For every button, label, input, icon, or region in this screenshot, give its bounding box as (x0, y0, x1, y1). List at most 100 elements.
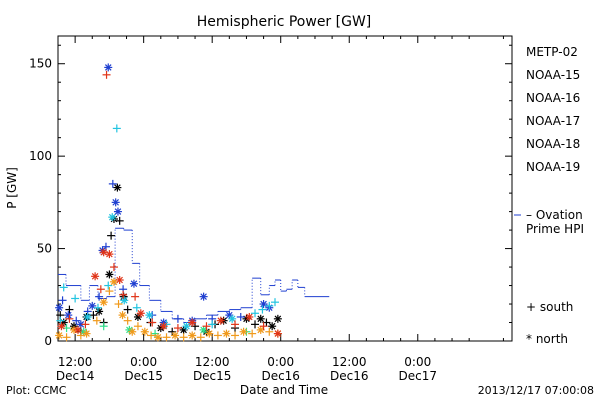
noaa-16-point (56, 316, 65, 325)
metp-02-point (89, 311, 98, 320)
metp-02-point (268, 322, 277, 331)
noaa-19-point (96, 285, 105, 294)
ovation-prime-hpi-line (58, 227, 330, 324)
legend-ovation-label-2: Prime HPI (526, 222, 584, 236)
noaa-16-point (83, 312, 92, 321)
noaa-16-point (208, 320, 217, 329)
noaa-19-point (148, 318, 157, 327)
noaa-19-point (119, 290, 128, 299)
noaa-19-point (136, 309, 145, 318)
noaa-15-point (259, 300, 268, 309)
noaa-18-point (133, 322, 142, 331)
noaa-15-point (58, 296, 67, 305)
metp-02-point (256, 314, 265, 323)
noaa-19-point (245, 312, 254, 321)
x-axis-ticks: 12:00Dec140:00Dec1512:00Dec150:00Dec1612… (56, 36, 504, 383)
noaa-15-point (108, 179, 117, 188)
noaa-16-point (228, 314, 237, 323)
noaa-15-point (236, 312, 245, 321)
noaa-18-point (239, 327, 248, 336)
metp-02-point (107, 231, 116, 240)
noaa-16-point (112, 124, 121, 133)
noaa-18-point (171, 331, 180, 340)
legend-entry: NOAA-19 (526, 160, 580, 174)
noaa-19-point (65, 314, 74, 323)
x-tick-day-label: Dec16 (261, 369, 300, 383)
noaa-19-point (202, 322, 211, 331)
x-tick-day-label: Dec16 (330, 369, 369, 383)
noaa-19-point (73, 325, 82, 334)
noaa-16-point (71, 294, 80, 303)
metp-02-point (65, 305, 74, 314)
x-tick-day-label: Dec15 (124, 369, 163, 383)
noaa-19-point (109, 263, 118, 272)
legend-entry: NOAA-17 (526, 114, 580, 128)
noaa-18-point (55, 331, 64, 340)
noaa-16-point (59, 283, 68, 292)
noaa-18-point (265, 327, 274, 336)
noaa-18-point (128, 327, 137, 336)
noaa-18-point (147, 331, 156, 340)
metp-02-point (105, 270, 114, 279)
legend-south-label: + south (526, 300, 573, 314)
y-tick-label: 0 (44, 334, 52, 348)
noaa-17-point (99, 322, 108, 331)
noaa-15-point (55, 303, 64, 312)
y-tick-label: 100 (29, 149, 52, 163)
noaa-19-point (231, 320, 240, 329)
metp-02-point (95, 307, 104, 316)
x-tick-time-label: 12:00 (332, 355, 367, 369)
noaa-18-point (105, 287, 114, 296)
noaa-19-point (273, 329, 282, 338)
noaa-19-point (99, 248, 108, 257)
noaa-18-point (118, 311, 127, 320)
noaa-19-point (115, 276, 124, 284)
legend-entry: METP-02 (526, 45, 578, 59)
x-tick-day-label: Dec14 (56, 369, 95, 383)
noaa-18-point (222, 329, 231, 338)
metp-02-point (123, 305, 132, 314)
noaa-16-point (104, 281, 113, 290)
noaa-18-point (62, 333, 71, 342)
noaa-18-point (123, 316, 132, 325)
noaa-16-point (132, 303, 141, 312)
x-tick-time-label: 0:00 (404, 355, 431, 369)
x-tick-time-label: 12:00 (58, 355, 93, 369)
legend-entry: NOAA-15 (526, 68, 580, 82)
noaa-16-point (93, 303, 102, 312)
noaa-16-point (251, 309, 260, 318)
noaa-19-point (259, 322, 268, 331)
metp-02-point (115, 216, 124, 225)
data-points (55, 63, 282, 342)
x-tick-day-label: Dec17 (399, 369, 438, 383)
legend: METP-02 NOAA-15 NOAA-16 NOAA-17 NOAA-18 NOAA-… (514, 45, 584, 346)
noaa-18-point (231, 331, 240, 340)
metp-02-point (113, 183, 122, 192)
chart-title: Hemispheric Power [GW] (197, 14, 372, 30)
noaa-19-point (216, 316, 225, 325)
noaa-19-point (188, 318, 197, 327)
noaa-18-point (114, 300, 123, 309)
noaa-15-point (88, 301, 97, 310)
x-tick-time-label: 0:00 (267, 355, 294, 369)
noaa-15-point (72, 316, 81, 325)
noaa-19-point (57, 322, 66, 331)
noaa-18-point (109, 277, 118, 286)
y-tick-label: 150 (29, 57, 52, 71)
noaa-16-point (182, 322, 191, 331)
noaa-19-point (159, 322, 168, 331)
noaa-18-point (248, 329, 257, 338)
y-tick-label: 50 (37, 242, 52, 256)
noaa-18-point (188, 331, 197, 340)
noaa-15-point (111, 198, 120, 207)
y-axis-ticks: 0 50 100 150 (29, 44, 512, 348)
noaa-19-point (102, 70, 111, 79)
metp-02-point (251, 320, 260, 329)
noaa-16-point (108, 213, 117, 222)
noaa-17-point (199, 325, 208, 334)
footer-source: Plot: CCMC (6, 384, 67, 397)
legend-ovation-label: – Ovation (526, 208, 583, 222)
metp-02-point (273, 314, 282, 323)
noaa-18-point (99, 298, 108, 307)
noaa-18-point (153, 333, 162, 342)
